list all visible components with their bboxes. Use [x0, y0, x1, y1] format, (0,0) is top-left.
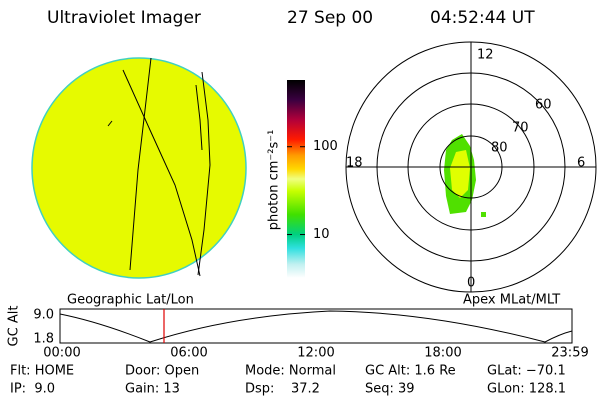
- status-field: GC Alt: 1.6 Re: [365, 364, 456, 379]
- mlt-label: 18: [346, 156, 363, 171]
- date: 27 Sep 00: [287, 8, 373, 28]
- mlt-label: 0: [467, 276, 475, 291]
- status-field: GLon: 128.1: [487, 382, 566, 397]
- earth-image: [31, 57, 247, 279]
- lat-label: 70: [512, 121, 529, 136]
- mlt-label: 6: [577, 156, 585, 171]
- lat-label: 80: [491, 141, 508, 156]
- status-field: Dsp: 37.2: [245, 382, 320, 397]
- status-field: Flt: HOME: [10, 364, 74, 379]
- colorbar-label: photon cm⁻²s⁻¹: [267, 130, 282, 231]
- status-field: Gain: 13: [125, 382, 180, 397]
- x-tick-label: 06:00: [170, 346, 207, 361]
- y-label: GC Alt: [7, 306, 22, 347]
- caption: Geographic Lat/Lon: [67, 293, 194, 308]
- footer: Flt: HOME Door: Open Mode: Normal GC Alt: 1…: [10, 364, 566, 397]
- altitude-plot: [59, 308, 573, 344]
- colorbar: [287, 80, 305, 278]
- polar-plot: [345, 41, 597, 293]
- mlt-label: 12: [477, 48, 494, 63]
- status-field: IP: 9.0: [10, 382, 55, 397]
- status-field: Door: Open: [125, 364, 199, 379]
- caption: Apex MLat/MLT: [463, 293, 560, 308]
- x-tick-label: 12:00: [297, 346, 334, 361]
- colorbar-ticks: 10 100: [287, 139, 338, 242]
- status-field: GLat: −70.1: [487, 364, 566, 379]
- x-tick-label: 00:00: [43, 346, 80, 361]
- colorbar-tick-label: 100: [313, 139, 338, 154]
- time: 04:52:44 UT: [430, 8, 535, 28]
- y-tick-label: 9.0: [33, 308, 54, 323]
- status-field: Seq: 39: [365, 382, 415, 397]
- y-tick-label: 1.8: [33, 332, 54, 347]
- colorbar-tick-label: 10: [313, 227, 330, 242]
- lat-label: 60: [535, 98, 552, 113]
- x-tick-label: 23:59: [551, 346, 588, 361]
- instrument: Ultraviolet Imager: [47, 8, 201, 28]
- status-field: Mode: Normal: [245, 364, 336, 379]
- x-tick-label: 18:00: [424, 346, 461, 361]
